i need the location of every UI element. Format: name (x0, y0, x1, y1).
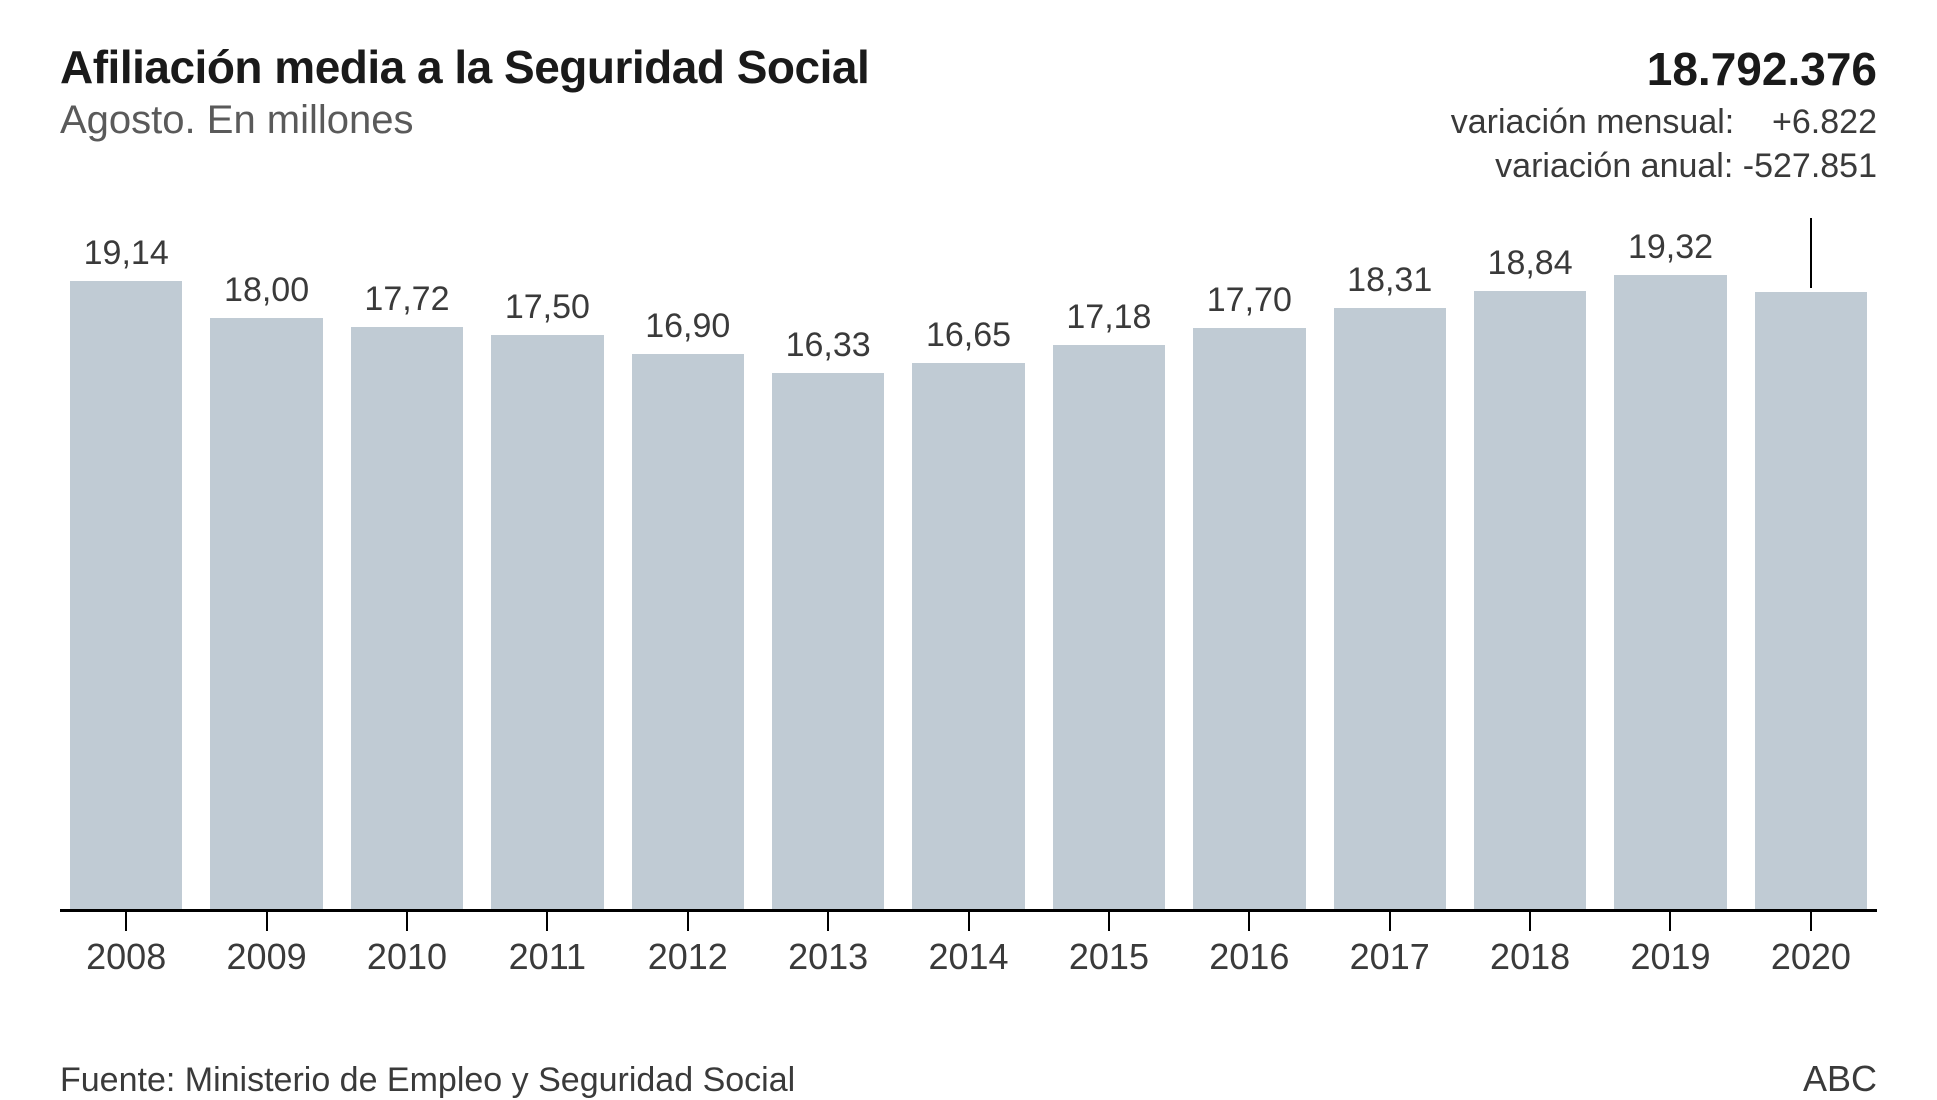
bar-column: 19,32 (1614, 218, 1726, 909)
chart-footer: Fuente: Ministerio de Empleo y Seguridad… (60, 1058, 1877, 1100)
variation-monthly-value: +6.822 (1772, 103, 1877, 141)
bar (1614, 275, 1726, 909)
variation-annual-label: variación anual: (1495, 147, 1733, 185)
x-axis-label: 2020 (1755, 936, 1867, 978)
x-axis-label: 2011 (491, 936, 603, 978)
axis-tick (406, 909, 408, 931)
bar-value-label: 16,65 (926, 316, 1011, 355)
bar-value-label: 17,50 (505, 288, 590, 327)
bars-group: 19,14 18,00 17,72 17,50 16,90 16,33 16,65 17,18… (60, 218, 1877, 909)
bar-value-label: 19,32 (1628, 228, 1713, 267)
bar (1474, 291, 1586, 909)
bar-column (1755, 218, 1867, 909)
bar-value-label: 17,18 (1066, 298, 1151, 337)
axis-tick (1108, 909, 1110, 931)
x-axis: 2008 2009 2010 2011 2012 2013 2014 2015 2016 2017… (60, 936, 1877, 978)
x-axis-label: 2015 (1053, 936, 1165, 978)
x-axis-label: 2016 (1193, 936, 1305, 978)
bar (70, 281, 182, 909)
axis-tick (125, 909, 127, 931)
axis-tick (266, 909, 268, 931)
variation-annual: variación anual: -527.851 (1451, 144, 1877, 188)
bar (912, 363, 1024, 909)
x-axis-label: 2013 (772, 936, 884, 978)
chart-header: Afiliación media a la Seguridad Social A… (60, 40, 1877, 188)
bar-value-label: 18,84 (1488, 244, 1573, 283)
bar-column: 17,50 (491, 218, 603, 909)
x-axis-label: 2018 (1474, 936, 1586, 978)
x-axis-label: 2009 (210, 936, 322, 978)
bar-column: 17,72 (351, 218, 463, 909)
bar-value-label: 19,14 (84, 234, 169, 273)
variation-monthly: variación mensual: +6.822 (1451, 100, 1877, 144)
bar (1193, 328, 1305, 909)
bar-column: 17,18 (1053, 218, 1165, 909)
bar-column: 18,00 (210, 218, 322, 909)
bar-value-label: 17,70 (1207, 281, 1292, 320)
bar (491, 335, 603, 909)
x-axis-label: 2008 (70, 936, 182, 978)
bar (210, 318, 322, 909)
bar-value-label: 18,31 (1347, 261, 1432, 300)
bar-column: 17,70 (1193, 218, 1305, 909)
axis-tick (1248, 909, 1250, 931)
axis-tick (687, 909, 689, 931)
variation-annual-value: -527.851 (1743, 147, 1877, 185)
axis-tick (1529, 909, 1531, 931)
bar-column: 18,31 (1334, 218, 1446, 909)
bar (1334, 308, 1446, 909)
headline-figure: 18.792.376 (1451, 40, 1877, 100)
bar-value-label: 16,33 (786, 326, 871, 365)
bar (351, 327, 463, 909)
bar-value-label: 16,90 (645, 307, 730, 346)
axis-tick (1389, 909, 1391, 931)
bar (1053, 345, 1165, 909)
bar-column: 16,65 (912, 218, 1024, 909)
axis-tick (1669, 909, 1671, 931)
chart-subtitle: Agosto. En millones (60, 98, 869, 143)
x-axis-label: 2017 (1334, 936, 1446, 978)
x-axis-label: 2019 (1614, 936, 1726, 978)
bar-column: 18,84 (1474, 218, 1586, 909)
publisher-label: ABC (1803, 1058, 1877, 1100)
x-axis-label: 2010 (351, 936, 463, 978)
bar-value-label: 17,72 (364, 280, 449, 319)
x-axis-label: 2012 (632, 936, 744, 978)
plot-area: 19,14 18,00 17,72 17,50 16,90 16,33 16,65 17,18… (60, 218, 1877, 912)
bar (632, 354, 744, 909)
callout-line (1810, 218, 1812, 288)
header-left: Afiliación media a la Seguridad Social A… (60, 40, 869, 143)
axis-tick (1810, 909, 1812, 931)
source-label: Fuente: Ministerio de Empleo y Seguridad… (60, 1061, 795, 1100)
chart-container: Afiliación media a la Seguridad Social A… (0, 0, 1937, 1090)
bar-column: 16,90 (632, 218, 744, 909)
axis-tick (546, 909, 548, 931)
bar (772, 373, 884, 909)
chart-title: Afiliación media a la Seguridad Social (60, 40, 869, 94)
bar-value-label: 18,00 (224, 271, 309, 310)
variation-monthly-label: variación mensual: (1451, 103, 1734, 141)
x-axis-label: 2014 (912, 936, 1024, 978)
axis-tick (968, 909, 970, 931)
axis-tick (827, 909, 829, 931)
bar-column: 16,33 (772, 218, 884, 909)
bar (1755, 292, 1867, 909)
header-right: 18.792.376 variación mensual: +6.822 var… (1451, 40, 1877, 188)
bar-column: 19,14 (70, 218, 182, 909)
